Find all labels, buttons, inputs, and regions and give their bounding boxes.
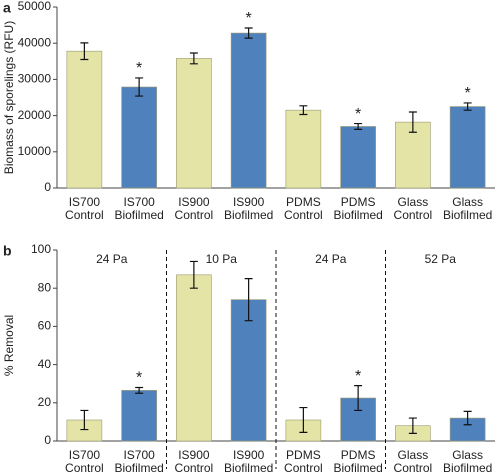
x-tick-label: Biofilmed [224,208,273,222]
y-tick-label: 80 [38,280,52,294]
error-bar [408,417,417,434]
y-axis-label: Biomass of sporelings (RFU) [2,21,16,174]
x-tick-label: IS700 [69,448,101,462]
error-bar [354,122,363,130]
group-label: 24 Pa [315,252,347,266]
error-bar [135,386,144,394]
error-bar [244,27,253,39]
bar [340,126,376,189]
x-tick-label: Glass [398,448,429,462]
significance-mark: * [136,60,142,77]
x-tick-label: PDMS [341,195,376,209]
x-tick-label: Biofilmed [333,208,382,222]
x-tick-label: PDMS [286,448,321,462]
x-tick-label: Biofilmed [333,461,382,475]
y-tick-label: 0 [44,433,51,447]
y-tick-label: 100 [31,242,51,256]
x-tick-label: Biofilmed [224,461,273,475]
significance-mark: * [355,106,361,123]
x-tick-label: Glass [398,195,429,209]
error-bar [299,406,308,434]
bar [66,50,103,189]
y-tick-label: 20 [38,395,52,409]
x-tick-label: Control [65,461,104,475]
x-tick-label: Control [284,208,323,222]
error-bar [354,385,363,412]
y-tick-label: 40 [38,357,52,371]
error-bar [80,42,89,61]
x-tick-label: Control [175,461,214,475]
bar [449,106,486,189]
x-tick-label: IS900 [233,195,265,209]
y-tick-label: 40000 [18,35,52,49]
x-tick-label: Biofilmed [443,461,492,475]
error-bar [135,77,144,97]
panel-label: a [3,0,11,16]
error-bar [189,52,198,65]
x-tick-label: IS700 [123,448,155,462]
error-bar [463,410,472,426]
x-tick-label: PDMS [341,448,376,462]
group-label: 10 Pa [206,252,238,266]
error-bar [244,278,253,322]
y-tick-label: 30000 [18,72,52,86]
group-label: 24 Pa [96,252,128,266]
x-tick-label: Control [65,208,104,222]
significance-mark: * [136,370,142,387]
y-tick-label: 60 [38,319,52,333]
bar [121,86,157,189]
x-tick-label: Control [394,208,433,222]
bar [395,121,431,189]
y-tick-label: 50000 [18,0,52,13]
error-bar [80,409,89,431]
y-tick-label: 0 [44,180,51,194]
x-tick-label: IS900 [233,448,265,462]
significance-mark: * [355,368,361,385]
x-tick-label: Biofilmed [114,208,163,222]
x-tick-label: PDMS [286,195,321,209]
panel-label: b [3,243,12,259]
bar [230,32,267,189]
x-tick-label: Biofilmed [114,461,163,475]
bar [121,390,157,442]
bar [285,109,322,189]
x-tick-label: Biofilmed [443,208,492,222]
error-bar [299,105,308,116]
error-bar [463,102,472,111]
bar [176,274,212,442]
x-tick-label: Glass [452,448,483,462]
group-label: 52 Pa [425,252,457,266]
error-bar [189,260,198,289]
x-tick-label: IS700 [69,195,101,209]
y-axis-label: % Removal [2,315,16,376]
x-tick-label: IS700 [123,195,155,209]
x-tick-label: IS900 [178,448,210,462]
error-bar [408,111,417,133]
x-tick-label: Control [284,461,323,475]
y-tick-label: 20000 [18,108,52,122]
bar [176,58,212,189]
x-tick-label: Glass [452,195,483,209]
x-tick-label: IS900 [178,195,210,209]
x-tick-label: Control [175,208,214,222]
y-tick-label: 10000 [18,144,52,158]
significance-mark: * [465,85,471,102]
significance-mark: * [246,10,252,27]
x-tick-label: Control [394,461,433,475]
